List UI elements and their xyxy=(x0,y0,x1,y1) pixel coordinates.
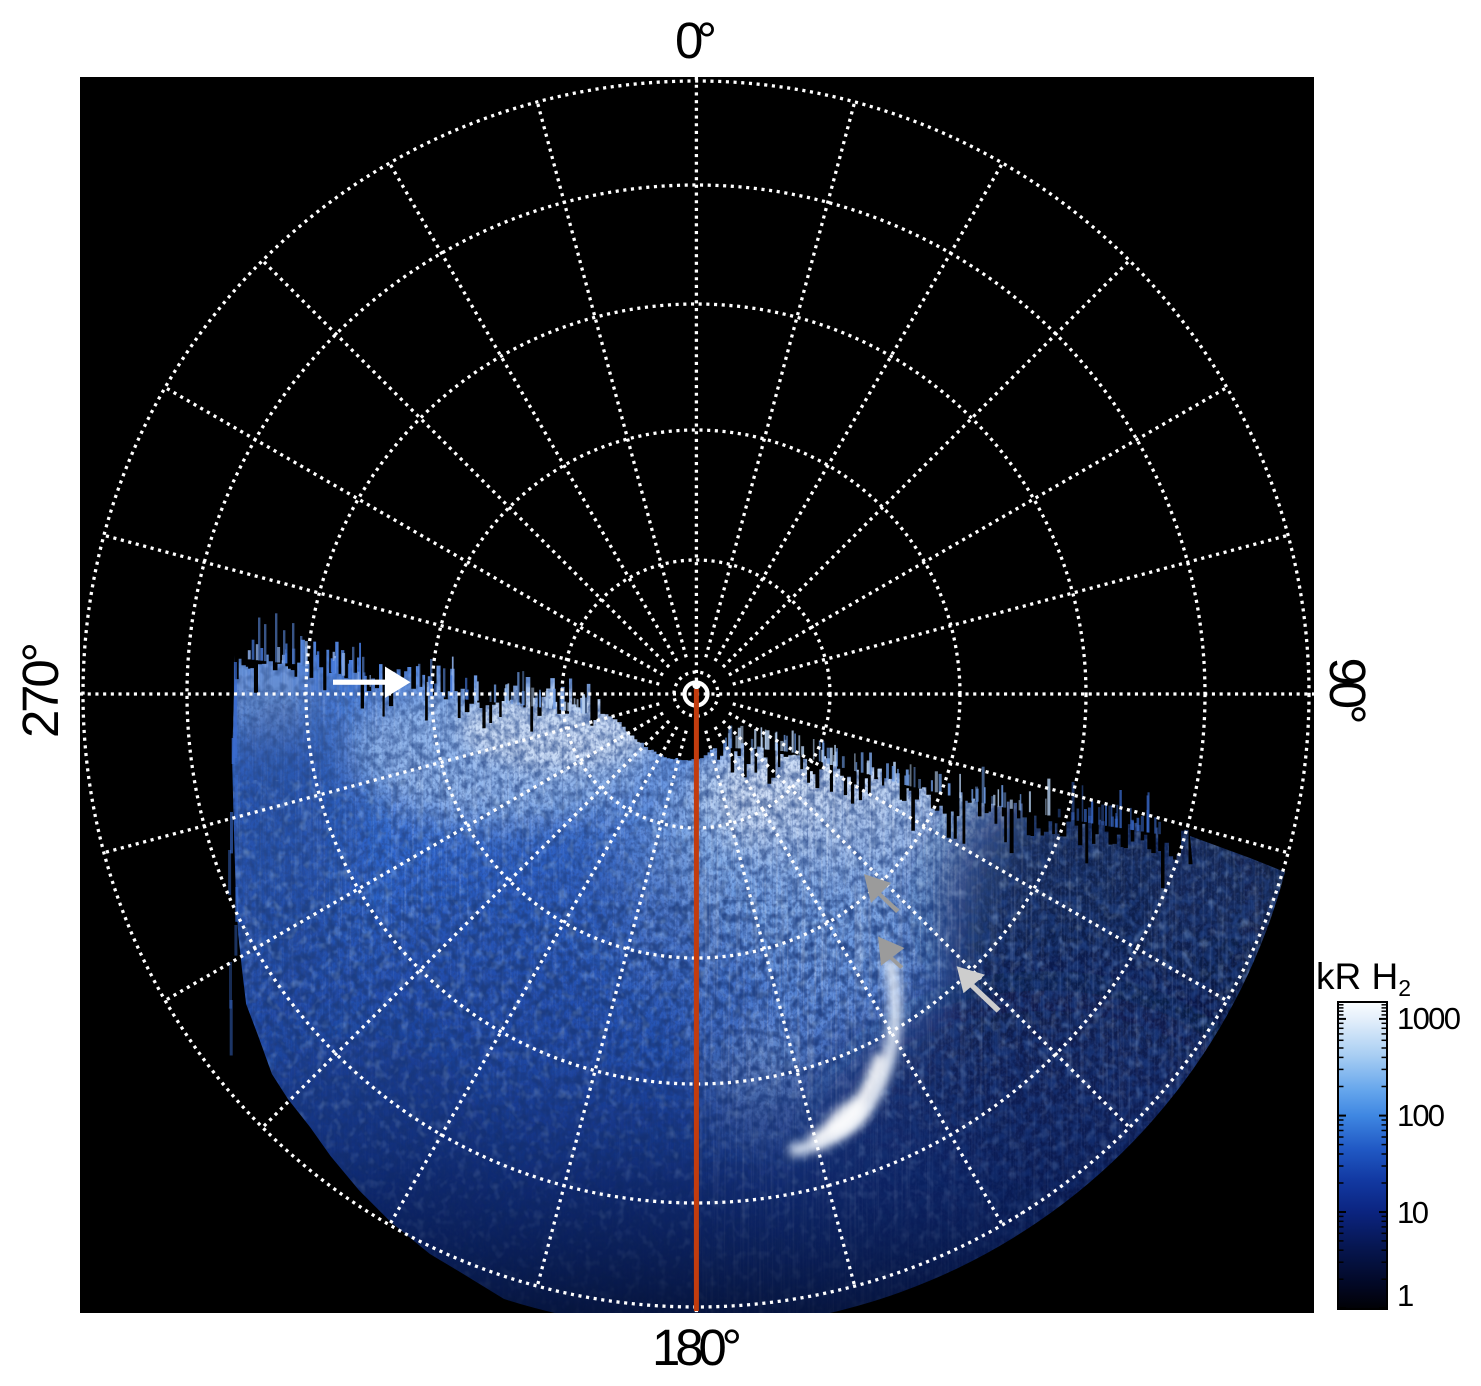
svg-text:180°: 180° xyxy=(652,1319,742,1376)
svg-text:90°: 90° xyxy=(1319,658,1376,725)
svg-text:270°: 270° xyxy=(12,642,69,738)
svg-text:kR H2: kR H2 xyxy=(1316,956,1411,1001)
svg-text:100: 100 xyxy=(1397,1098,1445,1133)
svg-text:0°: 0° xyxy=(675,12,717,69)
svg-text:10: 10 xyxy=(1397,1195,1429,1230)
svg-text:1000: 1000 xyxy=(1397,1001,1461,1036)
svg-text:1: 1 xyxy=(1397,1278,1414,1313)
